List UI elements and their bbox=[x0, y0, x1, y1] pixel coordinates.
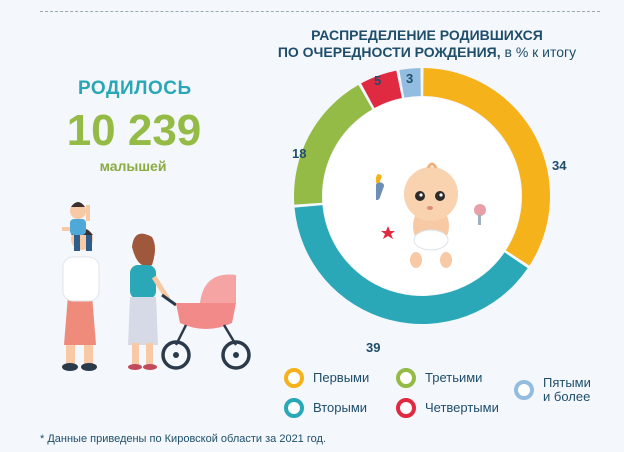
legend-item-fifth: Пятыми и более bbox=[514, 376, 591, 404]
pct-label-second: 39 bbox=[366, 340, 381, 355]
legend-label-first: Первыми bbox=[313, 370, 370, 385]
legend-label-third: Третьими bbox=[425, 370, 483, 385]
legend-dot-icon bbox=[284, 368, 304, 388]
baby-figure bbox=[404, 162, 458, 268]
chart-title-line2: ПО ОЧЕРЕДНОСТИ РОЖДЕНИЯ, bbox=[277, 44, 501, 60]
chart-title-unit: в % к итогу bbox=[500, 44, 577, 60]
legend-dot-icon bbox=[284, 398, 304, 418]
legend-dot-icon bbox=[396, 398, 416, 418]
legend-label-fifth-line2: и более bbox=[543, 389, 591, 404]
born-label: РОДИЛОСЬ bbox=[78, 78, 192, 99]
donut-slice-fifth bbox=[399, 68, 421, 98]
legend-label-fifth-line1: Пятыми bbox=[543, 375, 591, 390]
bottle-icon bbox=[376, 174, 384, 200]
father-figure bbox=[62, 228, 100, 371]
legend-item-third: Третьими bbox=[396, 368, 482, 388]
legend-item-first: Первыми bbox=[284, 368, 369, 388]
born-sub: малышей bbox=[99, 158, 167, 174]
stroller-icon bbox=[161, 274, 251, 370]
legend-label-fifth: Пятыми и более bbox=[543, 376, 591, 404]
chart-title-line1: РАСПРЕДЕЛЕНИЕ РОДИВШИХСЯ bbox=[311, 27, 543, 43]
mother-figure bbox=[128, 233, 171, 370]
legend-label-fourth: Четвертыми bbox=[425, 400, 499, 415]
legend-dot-icon bbox=[514, 380, 534, 400]
donut-slice-first bbox=[423, 68, 550, 266]
pct-label-third: 18 bbox=[292, 146, 307, 161]
rattle-icon bbox=[474, 204, 486, 225]
baby-illustration bbox=[376, 162, 486, 268]
pct-label-fifth: 3 bbox=[406, 71, 414, 86]
born-number: 10 239 bbox=[66, 106, 202, 155]
legend-dot-icon bbox=[396, 368, 416, 388]
child-figure bbox=[62, 202, 92, 251]
footnote: * Данные приведены по Кировской области … bbox=[40, 433, 326, 445]
donut-slice-second bbox=[294, 205, 528, 324]
donut-slice-third bbox=[294, 84, 373, 205]
pct-label-first: 34 bbox=[552, 158, 567, 173]
legend-label-second: Вторыми bbox=[313, 400, 368, 415]
donut-slice-fourth bbox=[361, 70, 402, 109]
legend-item-second: Вторыми bbox=[284, 398, 367, 418]
legend-item-fourth: Четвертыми bbox=[396, 398, 499, 418]
family-illustration bbox=[62, 202, 251, 371]
pct-label-fourth: 5 bbox=[374, 73, 382, 88]
chart-title: РАСПРЕДЕЛЕНИЕ РОДИВШИХСЯ ПО ОЧЕРЕДНОСТИ … bbox=[262, 27, 592, 61]
star-icon bbox=[381, 226, 395, 239]
top-divider bbox=[40, 11, 600, 12]
